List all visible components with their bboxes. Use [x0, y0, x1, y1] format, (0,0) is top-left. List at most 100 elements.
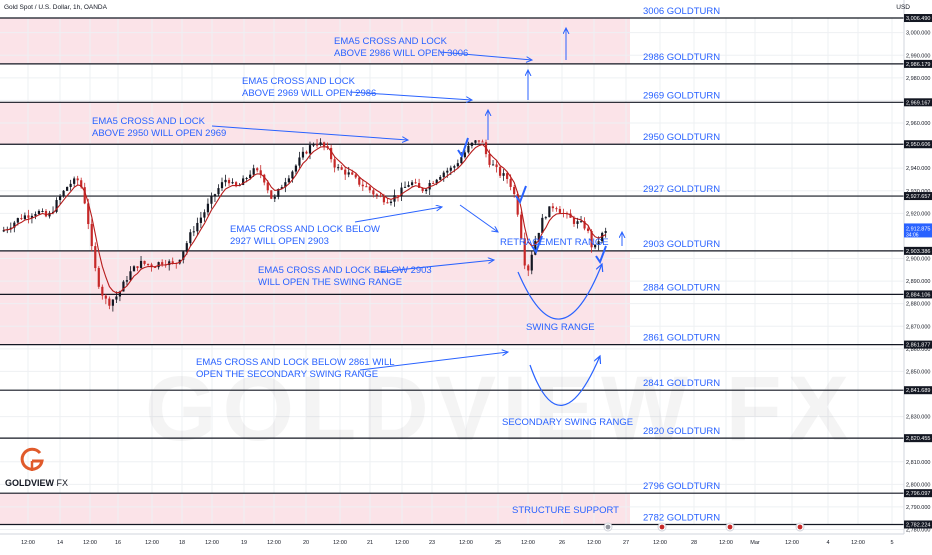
annotation-arrow-2	[211, 125, 408, 140]
level-badge-text-5: 2,903.386	[906, 249, 930, 255]
range-label-3: STRUCTURE SUPPORT	[512, 505, 619, 516]
candle-body	[256, 168, 259, 171]
price-tick-15: 2,810.000	[906, 460, 930, 466]
candle-body	[382, 196, 386, 203]
time-tick-23: Mar	[750, 540, 760, 546]
candle-body	[315, 144, 319, 146]
level-label-7: 2861 GOLDTURN	[643, 333, 720, 344]
candle-body	[340, 167, 343, 170]
candle-body	[83, 187, 86, 204]
candle-body	[488, 154, 491, 165]
annotation-text-2-0: EMA5 CROSS AND LOCK	[92, 116, 206, 127]
candle-body	[470, 142, 474, 146]
time-tick-5: 18	[179, 540, 185, 546]
level-badge-text-11: 2,782.224	[906, 522, 930, 528]
candle-body	[351, 172, 354, 175]
annotation-text-2-1: ABOVE 2950 WILL OPEN 2969	[92, 128, 226, 139]
level-badge-6	[904, 290, 932, 299]
candle-body	[284, 182, 287, 188]
candle-body	[594, 244, 597, 248]
zone-band-4	[0, 493, 630, 525]
candle-body	[491, 164, 495, 166]
candle-body	[217, 188, 220, 195]
candle-body	[477, 140, 481, 142]
candle-body	[58, 196, 62, 201]
level-badge-text-7: 2,861.877	[906, 343, 930, 349]
symbol-title: Gold Spot / U.S. Dollar, 1h, OANDA	[4, 4, 107, 11]
logo-name-bold: GOLDVIEW	[5, 478, 54, 488]
candle-body	[541, 217, 544, 233]
level-label-1: 2986 GOLDTURN	[643, 52, 720, 63]
candle-body	[463, 152, 466, 158]
candle-body	[73, 178, 76, 184]
candle-body	[414, 182, 417, 184]
price-tick-10: 2,880.000	[906, 302, 930, 308]
candle-body	[199, 217, 202, 223]
price-tick-7: 2,920.000	[906, 211, 930, 217]
candle-body	[231, 182, 234, 184]
candle-body	[446, 170, 449, 173]
price-tick-13: 2,850.000	[906, 369, 930, 375]
candle-body	[579, 221, 583, 223]
candle-body	[16, 218, 19, 223]
price-tick-9: 2,890.000	[906, 279, 930, 285]
level-badge-0	[904, 14, 932, 23]
level-badge-text-3: 2,950.606	[906, 142, 930, 148]
candle-body	[513, 186, 516, 195]
level-badge-8	[904, 386, 932, 395]
time-tick-21: 28	[691, 540, 697, 546]
candle-body	[118, 291, 122, 297]
price-tick-18: 2,780.000	[906, 528, 930, 534]
candle-body	[111, 299, 114, 306]
candle-body	[146, 263, 150, 265]
candle-body	[90, 224, 93, 247]
candle-body	[69, 183, 72, 187]
candle-body	[171, 261, 174, 263]
candle-body	[555, 208, 558, 210]
candle-body	[530, 254, 533, 271]
range-label-2: SECONDARY SWING RANGE	[502, 417, 633, 428]
candle-body	[400, 187, 403, 197]
annotation-arrow-1	[349, 91, 472, 100]
time-tick-26: 12:00	[851, 540, 865, 546]
candle-body	[157, 262, 160, 268]
ema5-line	[3, 143, 606, 294]
candle-body	[203, 212, 206, 218]
candle-body	[210, 196, 213, 204]
price-axis: 3,000.0002,990.0002,980.0002,970.0002,96…	[903, 0, 932, 550]
candle-body	[87, 203, 90, 225]
grid-layer	[0, 18, 904, 531]
price-tick-4: 2,960.000	[906, 121, 930, 127]
candle-body	[154, 266, 157, 268]
candle-body	[182, 251, 185, 260]
candle-body	[498, 167, 502, 176]
candle-body	[287, 178, 290, 183]
candle-body	[418, 183, 421, 188]
annotation-text-5-0: EMA5 CROSS AND LOCK BELOW 2861 WILL	[196, 357, 395, 368]
candle-body	[439, 177, 442, 180]
level-label-0: 3006 GOLDTURN	[643, 6, 720, 17]
candle-body	[291, 171, 294, 179]
secondary-swing-curve	[529, 356, 600, 406]
candle-body	[192, 231, 195, 233]
candles-layer	[2, 138, 607, 312]
price-tick-14: 2,830.000	[906, 415, 930, 421]
range-label-1: SWING RANGE	[526, 322, 595, 333]
level-badge-11	[904, 520, 932, 529]
candle-body	[266, 182, 269, 191]
candle-body	[344, 169, 347, 175]
candle-body	[333, 159, 336, 168]
candle-body	[104, 295, 107, 299]
candle-body	[13, 222, 16, 228]
candle-body	[467, 145, 470, 153]
candle-body	[168, 261, 171, 266]
candle-body	[44, 210, 48, 217]
countdown-text: 34:06	[906, 232, 919, 238]
annotation-text-4-1: WILL OPEN THE SWING RANGE	[258, 277, 402, 288]
candle-body	[2, 230, 5, 232]
candle-body	[66, 186, 69, 191]
level-badge-text-9: 2,820.455	[906, 436, 930, 442]
